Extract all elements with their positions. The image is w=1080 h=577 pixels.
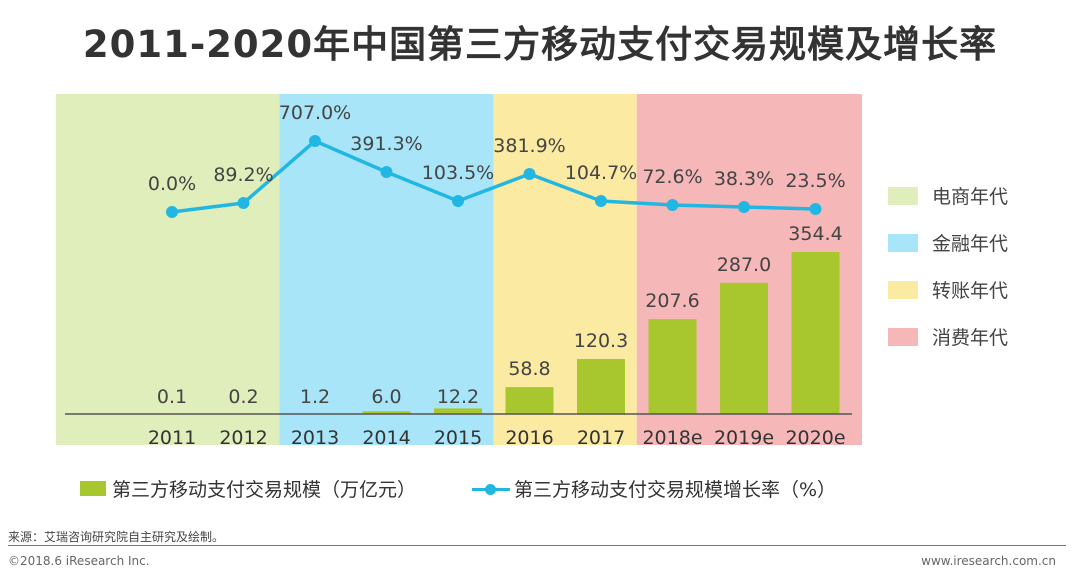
growth-point — [237, 197, 250, 209]
bar-value-label: 0.1 — [157, 386, 187, 408]
bar-value-label: 12.2 — [437, 386, 479, 408]
chart-title: 2011-2020年中国第三方移动支付交易规模及增长率 — [82, 23, 998, 66]
era-swatch — [888, 233, 918, 252]
bar-value-label: 6.0 — [371, 386, 401, 408]
growth-value-label: 23.5% — [785, 170, 845, 192]
growth-value-label: 89.2% — [213, 164, 273, 186]
era-legend-item: 消费年代 — [888, 313, 1008, 360]
x-tick-label: 2013 — [291, 427, 339, 449]
x-tick-label: 2018e — [642, 427, 702, 449]
growth-value-label: 72.6% — [642, 166, 702, 188]
era-legend-item: 转账年代 — [888, 266, 1008, 313]
x-tick-label: 2012 — [219, 427, 267, 449]
bar — [434, 408, 482, 414]
growth-line-series — [166, 135, 822, 218]
bar-value-label: 207.6 — [645, 290, 699, 312]
growth-value-label: 707.0% — [279, 102, 351, 124]
legend-item-bar: 第三方移动支付交易规模（万亿元） — [80, 475, 416, 502]
era-legend-item: 金融年代 — [888, 219, 1008, 266]
growth-point — [523, 168, 536, 180]
bar-value-label: 58.8 — [508, 358, 550, 380]
bar-value-label: 1.2 — [300, 386, 330, 408]
era-swatch — [888, 280, 918, 299]
x-tick-label: 2015 — [434, 427, 482, 449]
bar — [648, 319, 697, 414]
website-link[interactable]: www.iresearch.com.cn — [921, 554, 1056, 568]
bar-legend-label: 第三方移动支付交易规模（万亿元） — [112, 479, 417, 501]
growth-point — [309, 135, 321, 147]
x-tick-label: 2016 — [505, 427, 553, 449]
era-band — [56, 94, 280, 445]
era-legend-item: 电商年代 — [888, 172, 1008, 219]
growth-point — [666, 199, 679, 211]
era-label: 电商年代 — [932, 186, 1009, 208]
growth-point — [380, 166, 393, 178]
source-note: 来源：艾瑞咨询研究院自主研究及绘制。 — [8, 530, 225, 544]
growth-value-label: 104.7% — [565, 162, 637, 184]
line-legend-swatch — [472, 481, 510, 497]
growth-value-label: 0.0% — [148, 173, 196, 195]
growth-point — [166, 206, 178, 218]
era-label: 转账年代 — [932, 280, 1009, 302]
bar-value-label: 120.3 — [574, 330, 628, 352]
era-label: 消费年代 — [932, 327, 1009, 349]
x-tick-label: 2011 — [148, 427, 196, 449]
growth-value-label: 38.3% — [714, 168, 774, 190]
bar-series — [148, 252, 840, 415]
bar — [720, 282, 768, 414]
growth-line — [171, 139, 816, 214]
growth-value-label: 381.9% — [493, 135, 565, 157]
era-swatch — [888, 186, 918, 205]
x-tick-label: 2020e — [785, 427, 845, 449]
era-band — [279, 94, 494, 445]
data-labels: 0.1 0.2 1.2 6.0 12.2 58.8 120.3 207.6 287.0 354.4… — [148, 102, 846, 408]
footer-divider — [8, 545, 1066, 546]
bar — [505, 387, 554, 414]
x-tick-label: 2014 — [362, 427, 410, 449]
x-axis: 2011 2012 2013 2014 2015 2016 2017 2018e 2019e 20… — [65, 413, 852, 449]
era-label: 金融年代 — [932, 233, 1009, 255]
growth-point — [595, 195, 607, 207]
bar-value-label: 0.2 — [228, 386, 258, 408]
bar — [362, 411, 411, 414]
growth-value-label: 391.3% — [350, 133, 422, 155]
growth-point — [738, 201, 750, 213]
bar — [791, 252, 840, 414]
copyright: ©2018.6 iResearch Inc. — [8, 554, 150, 568]
era-legend: 电商年代 金融年代 转账年代 消费年代 — [888, 172, 1008, 360]
era-swatch — [888, 327, 918, 346]
bar-value-label: 354.4 — [788, 223, 842, 245]
growth-point — [452, 195, 464, 207]
growth-point — [809, 203, 822, 215]
line-legend-label: 第三方移动支付交易规模增长率（%） — [514, 479, 837, 501]
x-tick-label: 2017 — [577, 427, 625, 449]
bar-value-label: 287.0 — [717, 254, 771, 276]
bar — [577, 359, 625, 414]
bar-legend-swatch — [80, 481, 106, 496]
x-tick-label: 2019e — [714, 427, 774, 449]
growth-value-label: 103.5% — [422, 162, 494, 184]
legend-item-line: 第三方移动支付交易规模增长率（%） — [472, 475, 836, 502]
